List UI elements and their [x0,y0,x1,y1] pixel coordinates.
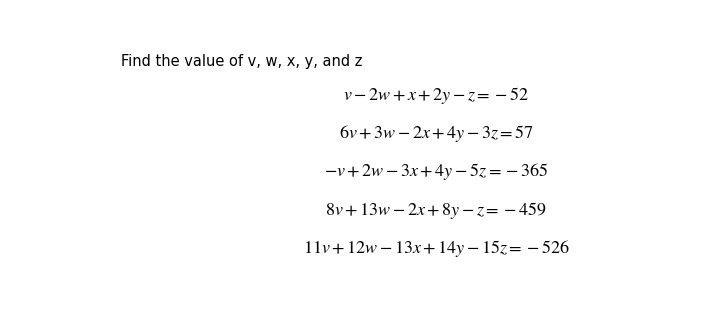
Text: $6v + 3w - 2x + 4y - 3z = 57$: $6v + 3w - 2x + 4y - 3z = 57$ [338,123,534,144]
Text: $v - 2w + x + 2y - z = -52$: $v - 2w + x + 2y - z = -52$ [343,85,529,105]
Text: $8v + 13w - 2x + 8y - z = -459$: $8v + 13w - 2x + 8y - z = -459$ [325,200,546,221]
Text: $11v + 12w - 13x + 14y - 15z = -526$: $11v + 12w - 13x + 14y - 15z = -526$ [302,238,570,259]
Text: Find the value of v, w, x, y, and z: Find the value of v, w, x, y, and z [121,54,362,69]
Text: $-v + 2w - 3x + 4y - 5z = -365$: $-v + 2w - 3x + 4y - 5z = -365$ [324,162,548,183]
